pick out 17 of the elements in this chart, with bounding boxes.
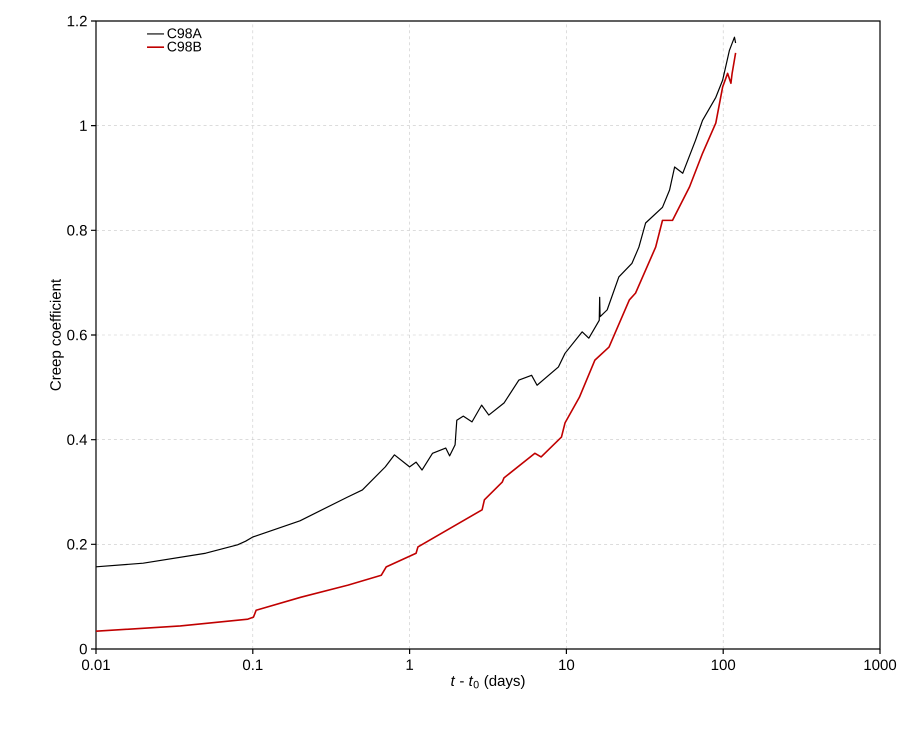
y-axis-title: Creep coefficient: [50, 278, 64, 390]
y-tick-label: 1.2: [68, 16, 87, 26]
x-tick-label: 1: [406, 660, 414, 670]
legend-label: C98A: [168, 28, 202, 38]
x-tick-label: 100: [712, 660, 736, 670]
y-tick-label: 1: [80, 120, 87, 131]
x-tick-label: 0.01: [82, 660, 110, 670]
y-tick-label: 0.2: [67, 539, 87, 550]
x-tick-label: 0.1: [242, 660, 262, 670]
y-tick-label: 0.8: [67, 225, 87, 236]
y-tick-label: 0: [80, 644, 87, 654]
y-tick-label: 0.6: [67, 330, 87, 340]
x-axis-title: t - t$_{0}$ (days): [451, 674, 525, 689]
x-tick-label: 10: [559, 660, 574, 670]
legend-label: C98B: [168, 42, 202, 52]
x-tick-label: 1000: [864, 660, 896, 670]
y-tick-label: 0.4: [67, 434, 88, 445]
